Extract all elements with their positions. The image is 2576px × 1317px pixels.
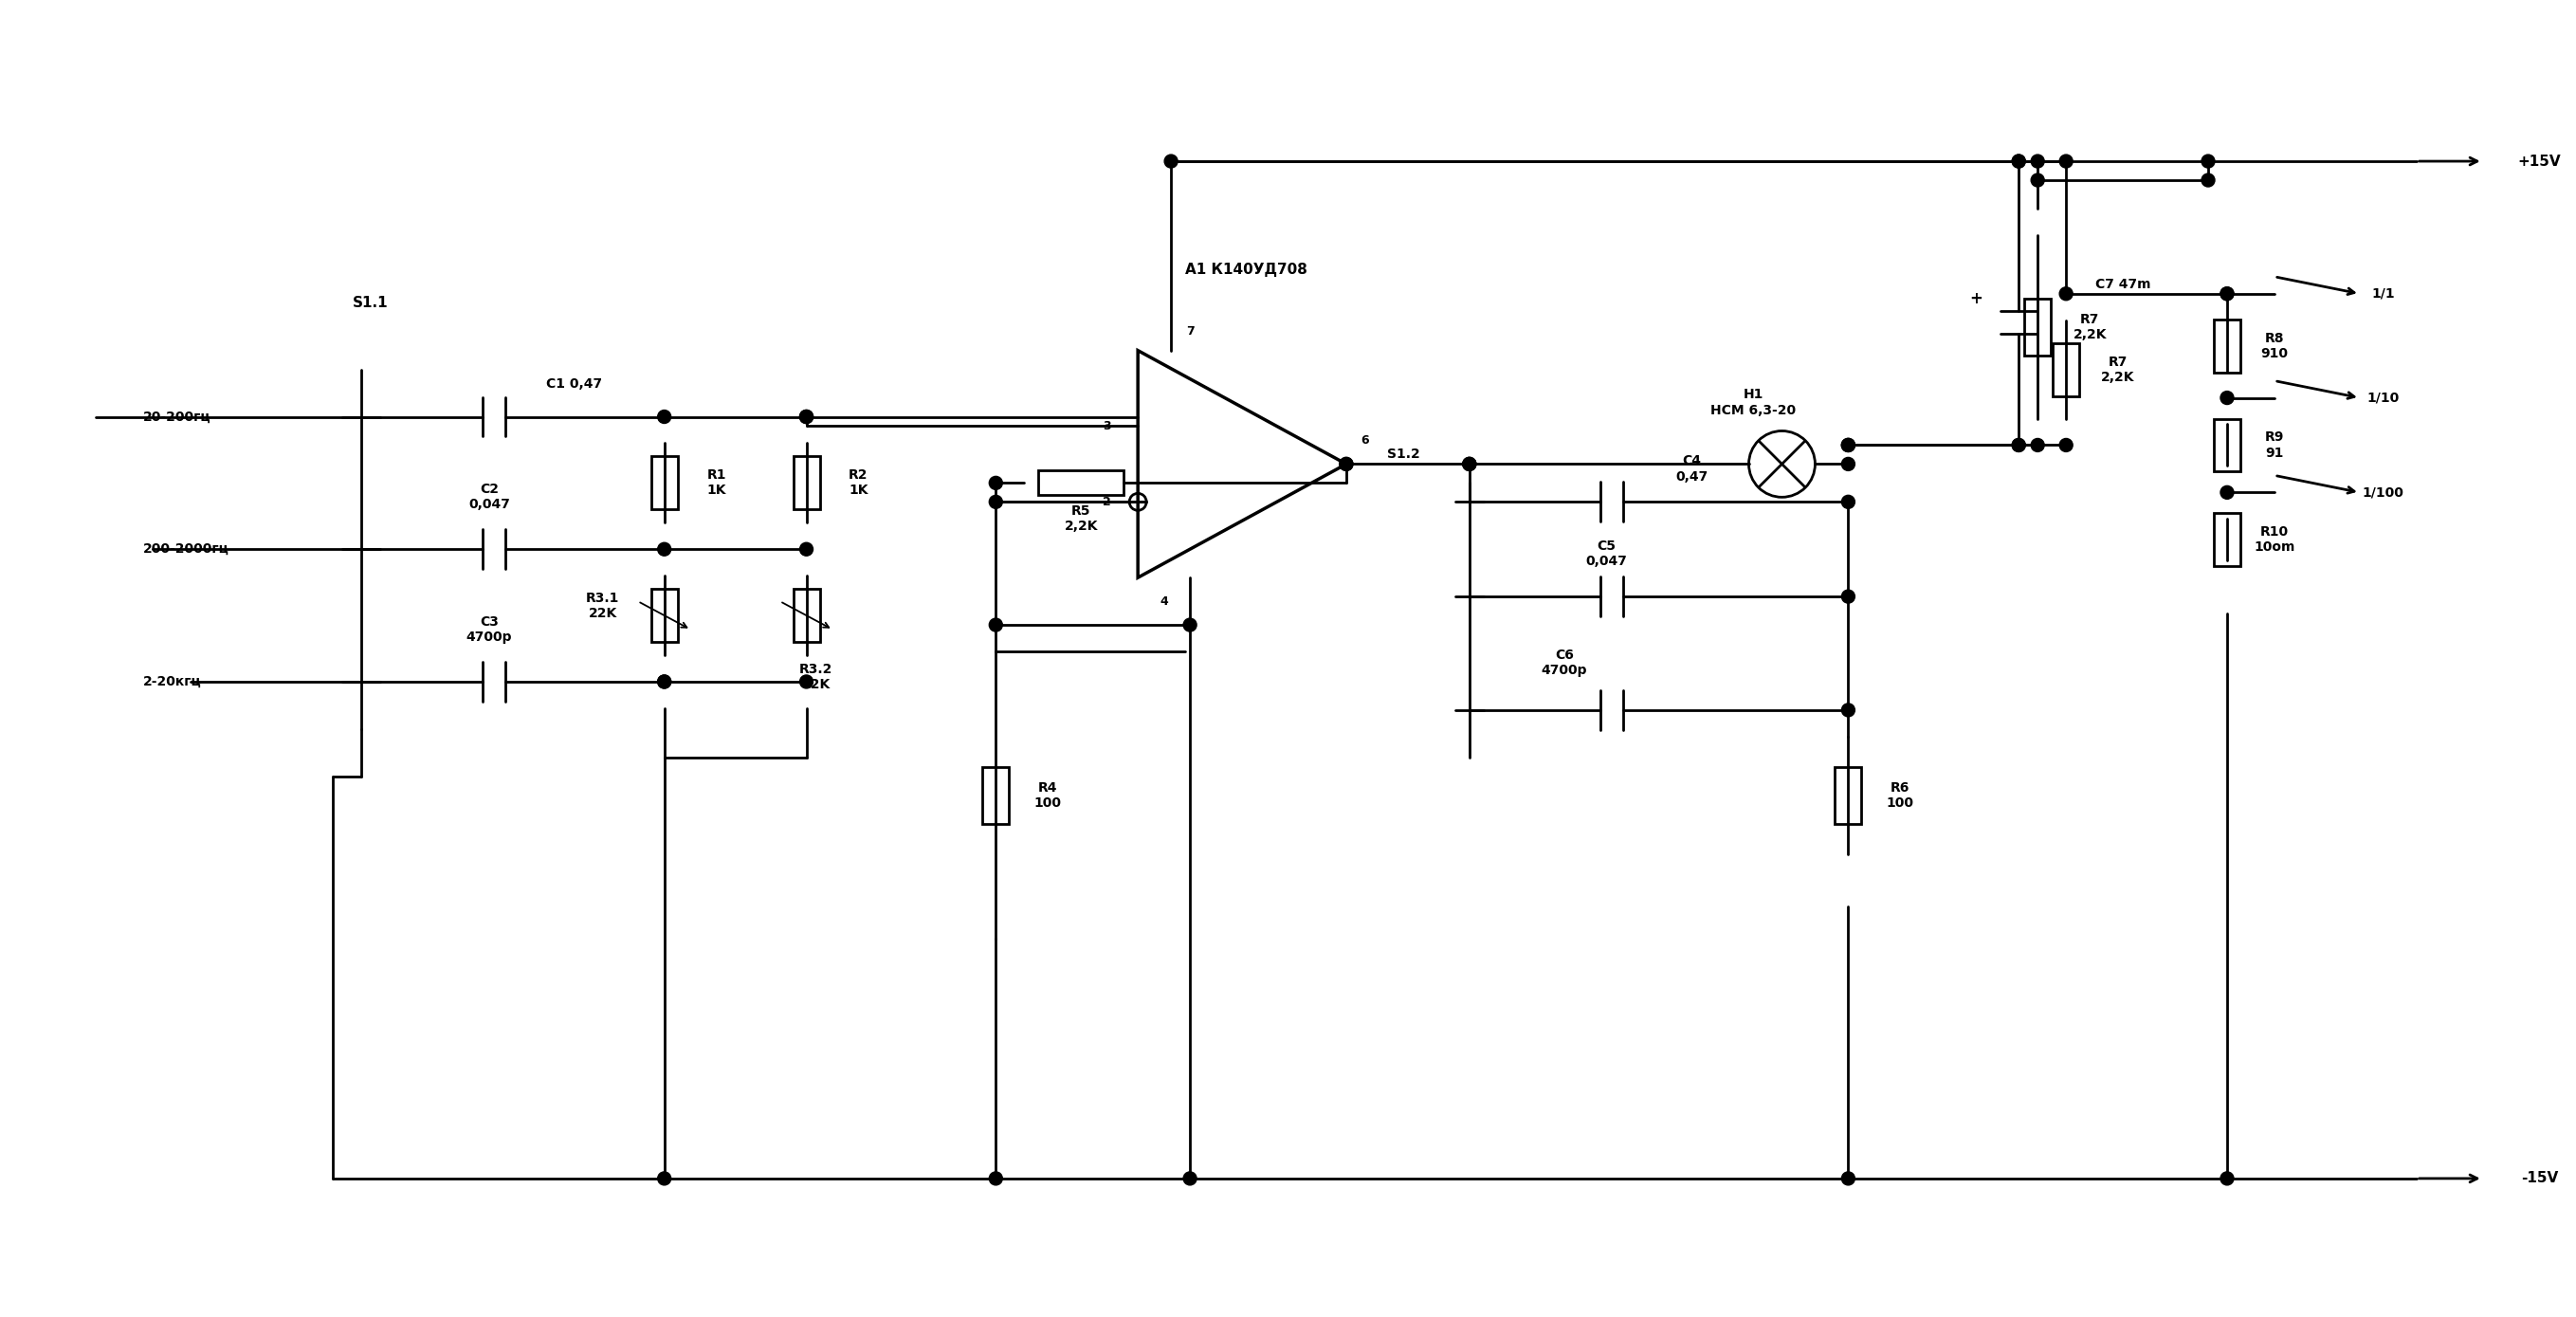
- Circle shape: [1340, 457, 1352, 470]
- Circle shape: [657, 676, 670, 689]
- Circle shape: [989, 618, 1002, 632]
- Text: 6: 6: [1360, 435, 1370, 446]
- Circle shape: [2058, 154, 2074, 167]
- Circle shape: [2202, 154, 2215, 167]
- Text: 2: 2: [1103, 495, 1110, 508]
- Text: -15V: -15V: [2522, 1171, 2558, 1185]
- Text: R8
910: R8 910: [2262, 332, 2287, 360]
- Text: R1
1K: R1 1K: [706, 469, 726, 498]
- Text: C5
0,047: C5 0,047: [1587, 540, 1628, 568]
- Text: R9
91: R9 91: [2264, 431, 2285, 460]
- Circle shape: [1842, 495, 1855, 508]
- Circle shape: [657, 1172, 670, 1185]
- Circle shape: [799, 676, 814, 689]
- Circle shape: [1164, 154, 1177, 167]
- Text: C1 0,47: C1 0,47: [546, 377, 603, 390]
- Text: 1/1: 1/1: [2372, 287, 2396, 300]
- Circle shape: [657, 410, 670, 423]
- Circle shape: [2030, 174, 2045, 187]
- Circle shape: [799, 543, 814, 556]
- Text: 3: 3: [1103, 420, 1110, 432]
- Text: R5
2,2K: R5 2,2K: [1064, 504, 1097, 533]
- Circle shape: [1340, 457, 1352, 470]
- Text: 1/10: 1/10: [2367, 391, 2401, 404]
- Text: R6
100: R6 100: [1886, 781, 1914, 810]
- Text: R10
10om: R10 10om: [2254, 525, 2295, 554]
- Circle shape: [1182, 618, 1198, 632]
- Circle shape: [2221, 1172, 2233, 1185]
- Circle shape: [1842, 439, 1855, 452]
- Text: C7 47m: C7 47m: [2094, 278, 2151, 291]
- Circle shape: [1463, 457, 1476, 470]
- Text: R7
2,2K: R7 2,2K: [2102, 356, 2136, 383]
- Text: R3.2
22K: R3.2 22K: [799, 662, 832, 691]
- Circle shape: [1463, 457, 1476, 470]
- Circle shape: [989, 477, 1002, 490]
- Circle shape: [657, 676, 670, 689]
- Circle shape: [2012, 439, 2025, 452]
- Circle shape: [1842, 457, 1855, 470]
- Circle shape: [2012, 439, 2025, 452]
- Text: 4: 4: [1159, 595, 1170, 607]
- Circle shape: [2221, 391, 2233, 404]
- Text: R7
2,2K: R7 2,2K: [2074, 312, 2107, 341]
- Circle shape: [1842, 439, 1855, 452]
- Circle shape: [799, 410, 814, 423]
- Circle shape: [2030, 154, 2045, 167]
- Text: R3.1
22K: R3.1 22K: [585, 591, 618, 620]
- Circle shape: [1842, 1172, 1855, 1185]
- Text: C4
0,47: C4 0,47: [1677, 454, 1708, 483]
- Circle shape: [1463, 457, 1476, 470]
- Text: S1.2: S1.2: [1386, 448, 1419, 461]
- Circle shape: [1842, 703, 1855, 716]
- Text: C3
4700p: C3 4700p: [466, 615, 513, 644]
- Text: R2
1K: R2 1K: [848, 469, 868, 498]
- Text: R4
100: R4 100: [1033, 781, 1061, 810]
- Circle shape: [2012, 154, 2025, 167]
- Text: 7: 7: [1185, 325, 1195, 337]
- Text: +15V: +15V: [2517, 154, 2561, 169]
- Circle shape: [2221, 486, 2233, 499]
- Circle shape: [1842, 590, 1855, 603]
- Circle shape: [2221, 287, 2233, 300]
- Circle shape: [799, 410, 814, 423]
- Circle shape: [657, 543, 670, 556]
- Circle shape: [1842, 439, 1855, 452]
- Text: 200-2000гц: 200-2000гц: [144, 543, 229, 556]
- Circle shape: [989, 1172, 1002, 1185]
- Text: C2
0,047: C2 0,047: [469, 483, 510, 511]
- Circle shape: [2012, 154, 2025, 167]
- Circle shape: [2221, 287, 2233, 300]
- Circle shape: [799, 410, 814, 423]
- Text: 20-200гц: 20-200гц: [144, 410, 211, 423]
- Text: +: +: [1971, 290, 1984, 307]
- Circle shape: [989, 495, 1002, 508]
- Text: 2-20кгц: 2-20кгц: [144, 676, 201, 689]
- Text: A1 К140УД708: A1 К140УД708: [1185, 263, 1309, 277]
- Text: C6
4700p: C6 4700p: [1540, 648, 1587, 677]
- Circle shape: [1182, 1172, 1198, 1185]
- Text: H1
HCM 6,3-20: H1 HCM 6,3-20: [1710, 389, 1795, 417]
- Circle shape: [2030, 439, 2045, 452]
- Text: S1.1: S1.1: [353, 296, 389, 311]
- Circle shape: [2058, 287, 2074, 300]
- Circle shape: [2202, 174, 2215, 187]
- Text: 1/100: 1/100: [2362, 486, 2403, 499]
- Circle shape: [2058, 439, 2074, 452]
